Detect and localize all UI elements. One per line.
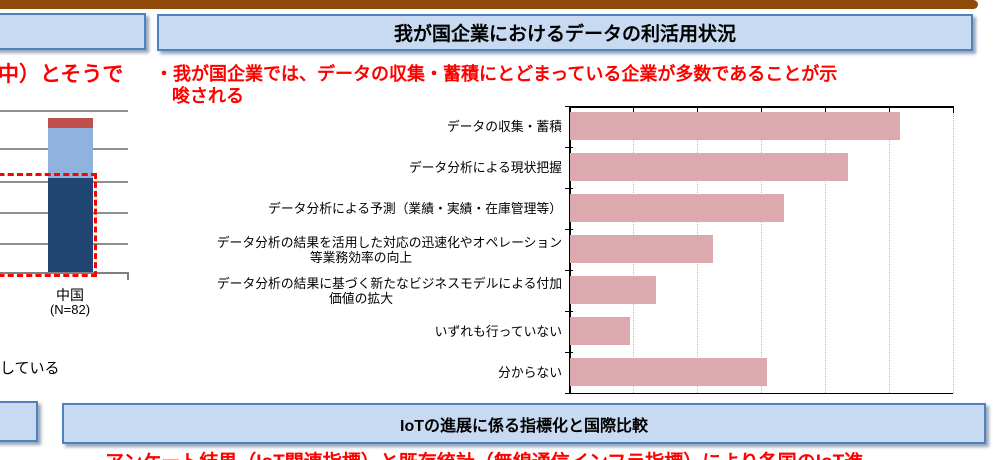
main-header-title: 我が国企業におけるデータの利活用状況	[393, 24, 736, 45]
category-label-line: 価値の拡大	[329, 290, 393, 306]
highlight-dashed-rectangle	[0, 173, 97, 277]
plot-top-axis-line	[569, 106, 953, 108]
y-axis-tick-mark	[565, 147, 573, 148]
y-axis-tick-mark	[565, 311, 573, 312]
vertical-gridline	[761, 106, 762, 393]
y-axis-tick-mark	[565, 270, 573, 271]
stack-segment-light-blue	[48, 128, 93, 178]
vertical-gridline	[889, 106, 890, 393]
bar	[570, 317, 631, 345]
x-axis-tick-mark	[889, 106, 890, 113]
bar	[570, 358, 768, 386]
x-axis-tick-mark	[953, 106, 954, 113]
plot-bottom-axis-line	[569, 393, 953, 394]
x-axis-tick-mark	[697, 106, 698, 113]
y-axis-tick-mark	[565, 352, 573, 353]
stack-segment-dark-blue	[48, 178, 93, 272]
bar	[570, 112, 900, 140]
category-label-line: データ分析による予測（業績・実績・在庫管理等）	[268, 201, 562, 216]
left-stacked-chart-fragment	[0, 0, 140, 400]
main-header-box: 我が国企業におけるデータの利活用状況	[157, 14, 973, 51]
y-axis-tick-mark	[565, 188, 573, 189]
vertical-gridline	[825, 106, 826, 393]
category-label-line: 等業務効率の向上	[309, 249, 413, 265]
bar	[570, 276, 656, 304]
top-border-bar	[0, 0, 978, 9]
category-label: 分からない	[160, 352, 562, 393]
sample-size-label	[862, 352, 958, 393]
x-axis-tick-mark	[761, 106, 762, 113]
horizontal-gridline	[0, 110, 128, 112]
category-label-line: いずれも行っていない	[434, 324, 562, 339]
category-label-line: データ分析の結果に基づく新たなビジネスモデルによる付加	[216, 275, 562, 291]
left-panel-header-box	[0, 13, 146, 50]
category-label: データ分析による現状把握	[160, 147, 562, 188]
category-label-line: データの収集・蓄積	[446, 119, 562, 134]
bottom-header-title: IoTの進展に係る指標化と国際比較	[400, 417, 648, 435]
bar	[570, 194, 785, 222]
vertical-gridline	[953, 106, 954, 393]
category-label: データ分析による予測（業績・実績・在庫管理等）	[160, 188, 562, 229]
category-label-line: データ分析の結果を活用した対応の迅速化やオペレーション	[216, 234, 562, 250]
category-label: データの収集・蓄積	[160, 106, 562, 147]
baseline-axis-line	[0, 272, 129, 274]
y-axis-tick-mark	[565, 229, 573, 230]
x-axis-tick-mark	[633, 106, 634, 113]
left-panel-text-fragment: 中）とそうで	[0, 63, 124, 86]
bullet-text-line2: 唆される	[172, 86, 244, 106]
baseline-tick-mark	[127, 272, 129, 280]
bar	[570, 153, 849, 181]
bar	[570, 235, 714, 263]
y-axis-tick-mark	[565, 106, 573, 107]
bottom-text-fragment: アンケート結果（IoT関連指標）と既存統計（無線通信インフラ指標）により各国のI…	[105, 447, 863, 460]
x-axis-tick-mark	[825, 106, 826, 113]
category-label: いずれも行っていない	[160, 311, 562, 352]
y-axis-tick-mark	[565, 393, 573, 394]
bottom-left-header-box	[0, 401, 38, 442]
bullet-text-line1: ・我が国企業では、データの収集・蓄積にとどまっている企業が多数であることが示	[155, 64, 838, 84]
data-utilization-bar-chart: データの収集・蓄積データ分析による現状把握データ分析による予測（業績・実績・在庫…	[160, 106, 958, 394]
category-label: データ分析の結果を活用した対応の迅速化やオペレーション 等業務効率の向上	[160, 229, 562, 270]
category-label: データ分析の結果に基づく新たなビジネスモデルによる付加 価値の拡大	[160, 270, 562, 311]
category-label-line: データ分析による現状把握	[408, 160, 562, 175]
bottom-header-box: IoTの進展に係る指標化と国際比較	[62, 403, 986, 444]
left-chart-legend-fragment: している	[0, 360, 60, 377]
category-label-line: 分からない	[498, 365, 562, 380]
left-chart-category-label: 中国	[56, 287, 84, 303]
left-chart-n-label: (N=82)	[49, 302, 91, 317]
stack-segment-red	[48, 118, 93, 128]
